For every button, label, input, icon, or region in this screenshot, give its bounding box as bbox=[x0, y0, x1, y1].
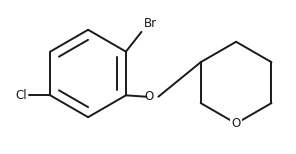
Text: O: O bbox=[231, 117, 241, 130]
Text: Br: Br bbox=[144, 18, 157, 30]
Text: Cl: Cl bbox=[15, 89, 27, 102]
Text: O: O bbox=[144, 90, 154, 103]
